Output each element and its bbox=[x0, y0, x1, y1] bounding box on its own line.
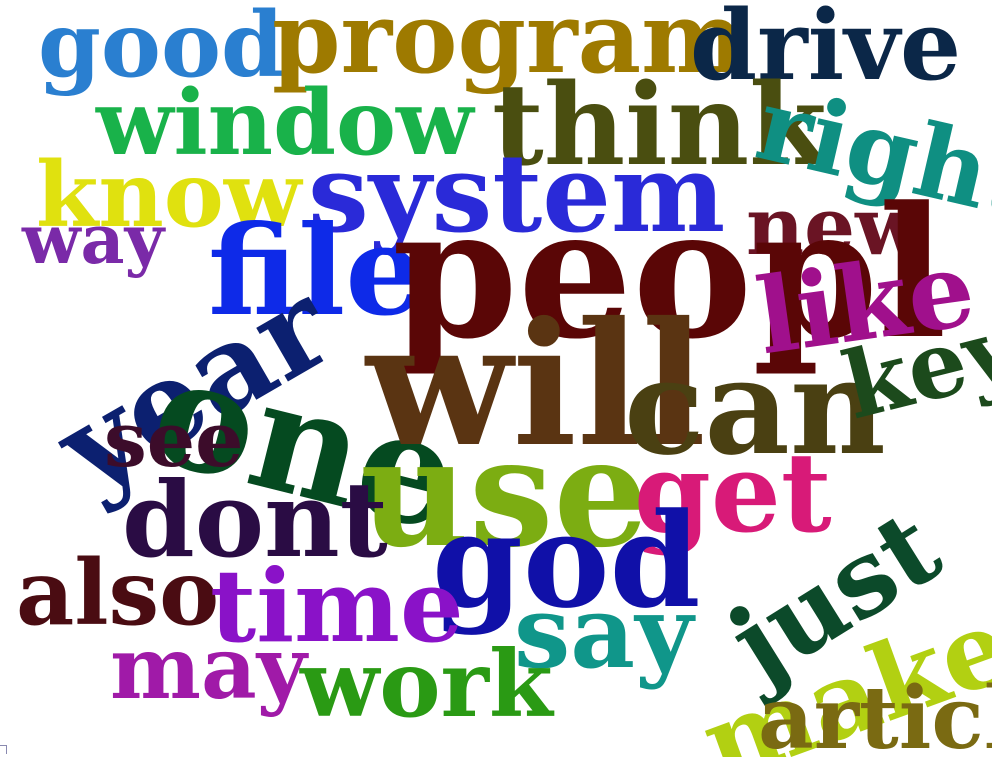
word-peopl: peopl bbox=[392, 168, 947, 379]
word-say: say bbox=[514, 573, 694, 691]
word-new: new bbox=[746, 179, 924, 273]
word-may: may bbox=[110, 618, 307, 719]
corner-mark bbox=[0, 745, 7, 754]
word-good: good bbox=[38, 0, 284, 98]
word-program: program bbox=[272, 0, 745, 96]
word-see: see bbox=[104, 395, 244, 484]
word-work: work bbox=[300, 630, 553, 738]
word-can: can bbox=[624, 330, 886, 485]
word-get: get bbox=[634, 428, 832, 557]
word-think: think bbox=[492, 60, 827, 191]
word-will: will bbox=[366, 285, 707, 485]
word-know: know bbox=[36, 142, 302, 248]
word-dont: dont bbox=[122, 458, 388, 581]
word-file: file bbox=[208, 199, 425, 344]
word-drive: drive bbox=[690, 0, 962, 102]
word-god: god bbox=[432, 484, 701, 637]
word-way: way bbox=[22, 200, 165, 280]
word-system: system bbox=[308, 131, 726, 257]
word-window: window bbox=[96, 70, 474, 176]
word-articl: articl bbox=[758, 668, 992, 757]
word-use: use bbox=[360, 405, 649, 581]
word-time: time bbox=[210, 547, 464, 665]
word-also: also bbox=[16, 540, 220, 646]
